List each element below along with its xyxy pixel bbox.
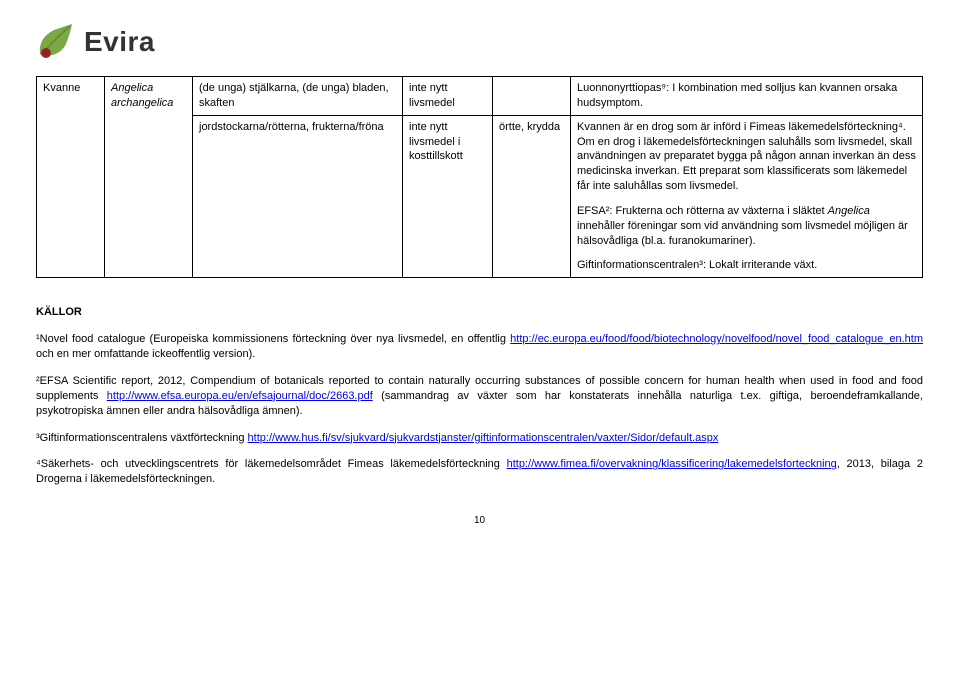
substance-table: Kvanne Angelica archangelica (de unga) s…	[36, 76, 923, 278]
source-item: ²EFSA Scientific report, 2012, Compendiu…	[36, 374, 923, 419]
cell-use: inte nytt livsmedel i kosttillskott	[403, 115, 493, 278]
source-item: ³Giftinformationscentralens växtförteckn…	[36, 431, 923, 446]
cell-note	[493, 77, 571, 116]
cell-use: inte nytt livsmedel	[403, 77, 493, 116]
text-span: och en mer omfattande ickeoffentlig vers…	[36, 348, 255, 360]
desc-paragraph: Giftinformationscentralen³: Lokalt irrit…	[577, 258, 916, 273]
cell-note: örtte, krydda	[493, 115, 571, 278]
table-row: Kvanne Angelica archangelica (de unga) s…	[37, 77, 923, 116]
cell-part: jordstockarna/rötterna, frukterna/fröna	[193, 115, 403, 278]
cell-latin: Angelica archangelica	[105, 77, 193, 278]
text-span-italic: Angelica	[828, 205, 870, 217]
page-number: 10	[36, 515, 923, 526]
logo: Evira	[36, 24, 923, 60]
source-item: ⁴Säkerhets- och utvecklingscentrets för …	[36, 457, 923, 487]
source-link[interactable]: http://www.efsa.europa.eu/en/efsajournal…	[107, 390, 373, 402]
text-span: ⁴Säkerhets- och utvecklingscentrets för …	[36, 458, 507, 470]
logo-text: Evira	[84, 26, 155, 58]
text-span: innehåller föreningar som vid användning…	[577, 220, 908, 247]
cell-desc: Kvannen är en drog som är införd i Fimea…	[571, 115, 923, 278]
source-link[interactable]: http://ec.europa.eu/food/food/biotechnol…	[510, 333, 923, 345]
text-span: ¹Novel food catalogue (Europeiska kommis…	[36, 333, 510, 345]
source-item: ¹Novel food catalogue (Europeiska kommis…	[36, 332, 923, 362]
source-link[interactable]: http://www.fimea.fi/overvakning/klassifi…	[507, 458, 837, 470]
desc-paragraph: Kvannen är en drog som är införd i Fimea…	[577, 120, 916, 194]
text-span: ³Giftinformationscentralens växtförteckn…	[36, 432, 248, 444]
cell-desc: Luonnonyrttiopas⁹: I kombination med sol…	[571, 77, 923, 116]
cell-part: (de unga) stjälkarna, (de unga) bladen, …	[193, 77, 403, 116]
desc-paragraph: EFSA²: Frukterna och rötterna av växtern…	[577, 204, 916, 249]
leaf-icon	[36, 24, 76, 60]
text-span: EFSA²: Frukterna och rötterna av växtern…	[577, 205, 828, 217]
sources-heading: KÄLLOR	[36, 306, 923, 318]
cell-name: Kvanne	[37, 77, 105, 278]
source-link[interactable]: http://www.hus.fi/sv/sjukvard/sjukvardst…	[248, 432, 719, 444]
